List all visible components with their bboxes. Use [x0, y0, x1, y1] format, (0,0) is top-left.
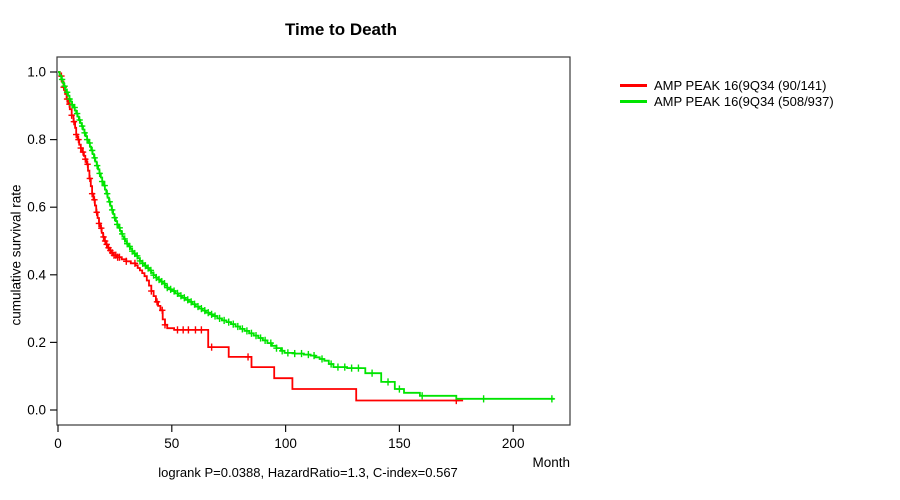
legend-item-red: AMP PEAK 16(9Q34 (90/141): [620, 78, 834, 94]
km-curve-1: [58, 71, 555, 400]
x-tick-label: 50: [164, 436, 179, 451]
x-tick-label: 200: [502, 436, 525, 451]
y-tick-label: 1.0: [27, 65, 46, 80]
legend-line-green-icon: [620, 99, 647, 103]
y-tick-label: 0.0: [27, 403, 46, 418]
legend-label-green: AMP PEAK 16(9Q34 (508/937): [654, 93, 834, 109]
y-tick-label: 0.4: [27, 267, 46, 282]
x-tick-label: 0: [54, 436, 62, 451]
x-tick-label: 150: [388, 436, 411, 451]
legend-label-red: AMP PEAK 16(9Q34 (90/141): [654, 78, 827, 94]
chart-title: Time to Death: [284, 20, 398, 39]
stats-annotation: logrank P=0.0388, HazardRatio=1.3, C-ind…: [158, 465, 458, 480]
x-axis-label: Month: [532, 455, 570, 470]
y-tick-label: 0.8: [27, 132, 46, 147]
y-axis-label: cumulative survival rate: [8, 184, 24, 326]
legend-line-red-icon: [620, 84, 647, 88]
legend: AMP PEAK 16(9Q34 (90/141) AMP PEAK 16(9Q…: [620, 78, 834, 109]
km-curve-0: [58, 71, 464, 402]
plot-border: [56, 56, 571, 426]
legend-item-green: AMP PEAK 16(9Q34 (508/937): [620, 94, 834, 110]
y-tick-label: 0.6: [27, 200, 46, 215]
y-tick-label: 0.2: [27, 335, 46, 350]
x-tick-label: 100: [274, 436, 297, 451]
